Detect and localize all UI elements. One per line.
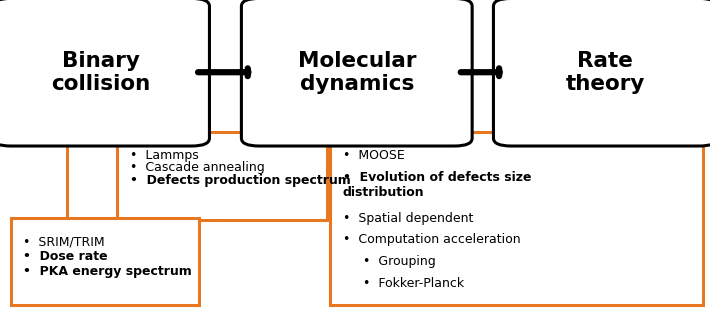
Text: •  Evolution of defects size
distribution: • Evolution of defects size distribution <box>343 171 531 199</box>
Text: •  Defects production spectrum: • Defects production spectrum <box>130 174 351 187</box>
Text: •  Spatial dependent: • Spatial dependent <box>343 212 474 225</box>
FancyBboxPatch shape <box>493 0 710 146</box>
Text: •  Cascade annealing: • Cascade annealing <box>130 161 265 175</box>
Text: •  Fokker-Planck: • Fokker-Planck <box>363 277 464 290</box>
FancyBboxPatch shape <box>0 0 209 146</box>
Text: •  SRIM/TRIM: • SRIM/TRIM <box>23 236 105 248</box>
Text: •  MOOSE: • MOOSE <box>343 149 405 162</box>
Text: Rate
theory: Rate theory <box>566 51 645 94</box>
Text: •  Lammps: • Lammps <box>130 149 199 162</box>
FancyBboxPatch shape <box>117 132 327 220</box>
FancyBboxPatch shape <box>241 0 472 146</box>
Text: •  Computation acceleration: • Computation acceleration <box>343 233 520 246</box>
Text: Binary
collision: Binary collision <box>52 51 151 94</box>
FancyBboxPatch shape <box>330 132 703 305</box>
Text: •  Grouping: • Grouping <box>363 255 435 268</box>
Text: •  PKA energy spectrum: • PKA energy spectrum <box>23 265 192 278</box>
Text: Molecular
dynamics: Molecular dynamics <box>297 51 416 94</box>
FancyBboxPatch shape <box>11 218 199 305</box>
Text: •  Dose rate: • Dose rate <box>23 250 108 263</box>
